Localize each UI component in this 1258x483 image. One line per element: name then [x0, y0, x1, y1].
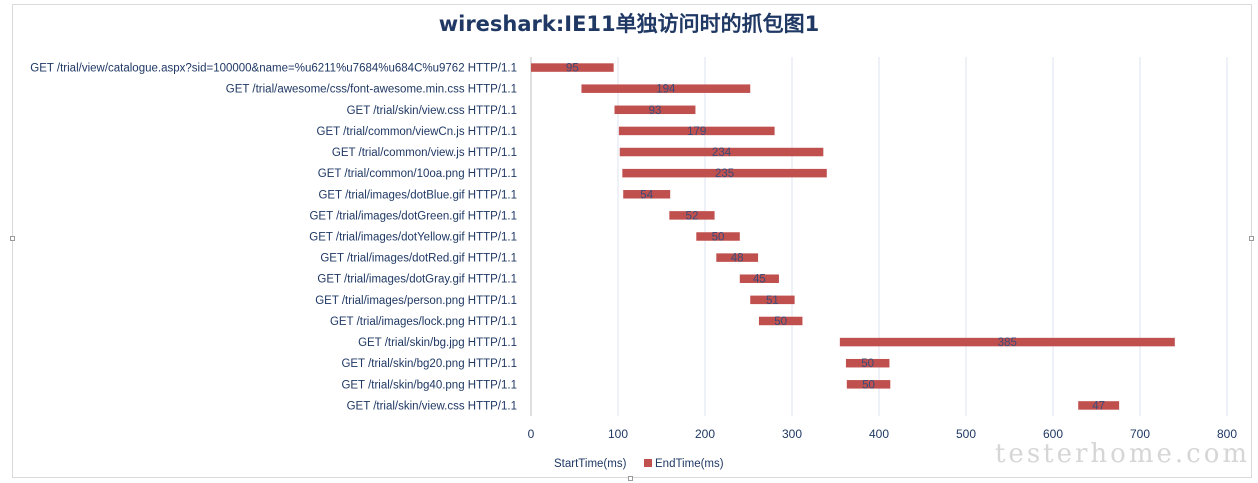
resize-handle-bottom[interactable] [628, 476, 633, 481]
bar-6[interactable] [623, 190, 671, 199]
bar-12[interactable] [758, 316, 803, 326]
legend-entry-end: EndTime(ms) [655, 458, 724, 470]
x-tick-labels: 0 100 200 300 400 500 600 700 800 [528, 427, 1238, 441]
data-label-0: 95 [566, 63, 579, 75]
data-label-12: 50 [774, 316, 787, 328]
data-label-15: 50 [862, 379, 875, 391]
category-label-11: GET /trial/images/person.png HTTP/1.1 [315, 295, 517, 307]
category-label-8: GET /trial/images/dotYellow.gif HTTP/1.1 [309, 232, 517, 244]
data-label-9: 48 [731, 253, 744, 265]
x-tick-label-700: 700 [1130, 427, 1150, 441]
category-label-6: GET /trial/images/dotBlue.gif HTTP/1.1 [318, 189, 517, 201]
data-label-16: 47 [1092, 400, 1105, 412]
bar-11[interactable] [750, 295, 795, 305]
resize-handle-right[interactable] [1249, 236, 1254, 241]
legend: StartTime(ms) EndTime(ms) [554, 458, 724, 470]
resize-handle-left[interactable] [10, 236, 15, 241]
data-label-5: 235 [715, 168, 734, 180]
data-label-4: 234 [712, 147, 732, 159]
bar-4[interactable] [619, 147, 824, 157]
bar-13[interactable] [839, 337, 1175, 347]
bar-16[interactable] [1078, 401, 1120, 410]
data-label-13: 385 [998, 337, 1017, 349]
x-tick-label-100: 100 [608, 427, 628, 441]
bar-3[interactable] [618, 126, 775, 136]
bar-1[interactable] [581, 84, 751, 93]
bar-7[interactable] [669, 211, 715, 220]
x-tick-label-800: 800 [1217, 427, 1237, 441]
legend-entry-start: StartTime(ms) [554, 458, 627, 470]
category-label-4: GET /trial/common/view.js HTTP/1.1 [332, 147, 517, 159]
data-label-7: 52 [686, 210, 699, 222]
chart-frame [12, 4, 1252, 478]
category-label-1: GET /trial/awesome/css/font-awesome.min.… [226, 84, 517, 96]
category-label-5: GET /trial/common/10oa.png HTTP/1.1 [318, 168, 517, 180]
bar-10[interactable] [739, 274, 779, 283]
bar-14[interactable] [845, 358, 890, 368]
bar-0[interactable] [531, 63, 614, 72]
data-label-3: 179 [687, 126, 706, 138]
data-label-1: 194 [656, 84, 676, 96]
bar-15[interactable] [846, 380, 891, 389]
category-label-13: GET /trial/skin/bg.jpg HTTP/1.1 [358, 337, 517, 349]
bar-2[interactable] [614, 105, 696, 115]
x-tick-label-600: 600 [1043, 427, 1063, 441]
data-label-10: 45 [753, 274, 766, 286]
category-label-3: GET /trial/common/viewCn.js HTTP/1.1 [317, 126, 517, 138]
data-label-2: 93 [649, 105, 662, 117]
x-tick-label-300: 300 [782, 427, 802, 441]
category-label-14: GET /trial/skin/bg20.png HTTP/1.1 [341, 358, 517, 370]
bar-9[interactable] [716, 253, 759, 262]
chart-title: wireshark:IE11单独访问时的抓包图1 [438, 12, 820, 36]
category-label-2: GET /trial/skin/view.css HTTP/1.1 [347, 105, 517, 117]
category-label-16: GET /trial/skin/view.css HTTP/1.1 [347, 400, 517, 412]
data-label-6: 54 [640, 189, 653, 201]
x-tick-label-200: 200 [695, 427, 715, 441]
category-label-15: GET /trial/skin/bg40.png HTTP/1.1 [341, 379, 517, 391]
category-label-9: GET /trial/images/dotRed.gif HTTP/1.1 [320, 253, 517, 265]
category-label-12: GET /trial/images/lock.png HTTP/1.1 [330, 316, 517, 328]
legend-swatch-end [644, 459, 652, 467]
x-tick-label-400: 400 [869, 427, 889, 441]
x-tick-label-500: 500 [956, 427, 976, 441]
category-label-0: GET /trial/view/catalogue.aspx?sid=10000… [30, 63, 517, 75]
category-labels: GET /trial/view/catalogue.aspx?sid=10000… [30, 63, 517, 413]
bar-8[interactable] [696, 232, 740, 241]
data-label-14: 50 [861, 358, 874, 370]
category-label-7: GET /trial/images/dotGreen.gif HTTP/1.1 [309, 210, 517, 222]
data-label-8: 50 [712, 232, 725, 244]
category-label-10: GET /trial/images/dotGray.gif HTTP/1.1 [317, 274, 517, 286]
x-tick-label-0: 0 [528, 427, 535, 441]
bar-5[interactable] [622, 168, 827, 178]
watermark-text: testerhome.com [994, 439, 1250, 469]
data-label-11: 51 [766, 295, 779, 307]
